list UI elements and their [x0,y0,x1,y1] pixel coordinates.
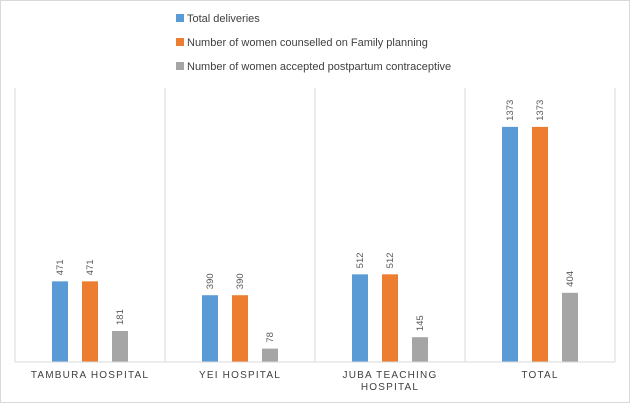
legend-label-1: Total deliveries [187,13,260,25]
bar-tambura-hospital-series-3 [112,331,128,362]
data-label-total-series-3: 404 [565,271,576,287]
x-tick-labels: TAMBURA HOSPITAL YEI HOSPITAL JUBA TEACHIN… [31,370,558,393]
data-label-tambura-hospital-series-3: 181 [115,309,126,325]
tick-label-line: TOTAL [521,370,558,381]
legend: Total deliveries Number of women counsell… [176,13,451,73]
data-label-total-series-2: 1373 [535,100,546,121]
tick-label-line: HOSPITAL [361,382,419,393]
bar-juba-teaching-hospital-series-1 [352,274,368,362]
data-label-juba-teaching-hospital-series-3: 145 [415,315,426,331]
bar-total-series-3 [562,292,578,362]
bar-yei-hospital-series-3 [262,348,278,362]
bar-tambura-hospital-series-2 [82,281,98,362]
tick-label-tambura-hospital: TAMBURA HOSPITAL [31,370,149,381]
tick-label-total: TOTAL [521,370,558,381]
tick-label-yei-hospital: YEI HOSPITAL [199,370,281,381]
bar-juba-teaching-hospital-series-3 [412,337,428,362]
data-labels: 471 471 181 390 390 78 512 512 145 1373 1373 404 [55,100,576,343]
bar-yei-hospital-series-2 [232,295,248,362]
data-label-yei-hospital-series-3: 78 [265,332,276,343]
bar-yei-hospital-series-1 [202,295,218,362]
tick-label-line: YEI HOSPITAL [199,370,281,381]
legend-swatch-3 [176,62,184,70]
legend-label-3: Number of women accepted postpartum cont… [187,61,451,73]
tick-label-line: JUBA TEACHING [343,370,438,381]
legend-swatch-1 [176,14,184,22]
data-label-yei-hospital-series-1: 390 [205,273,216,289]
data-label-juba-teaching-hospital-series-2: 512 [385,252,396,268]
data-label-total-series-1: 1373 [505,100,516,121]
data-label-tambura-hospital-series-2: 471 [85,259,96,275]
legend-label-2: Number of women counselled on Family pla… [187,37,428,49]
data-label-yei-hospital-series-2: 390 [235,273,246,289]
tick-label-juba-teaching-hospital: JUBA TEACHING HOSPITAL [343,370,438,393]
bar-juba-teaching-hospital-series-2 [382,274,398,362]
bars [52,126,578,362]
bar-total-series-1 [502,126,518,362]
bar-tambura-hospital-series-1 [52,281,68,362]
bar-total-series-2 [532,126,548,362]
tick-label-line: TAMBURA HOSPITAL [31,370,149,381]
legend-swatch-2 [176,38,184,46]
category-separators [14,88,616,362]
data-label-juba-teaching-hospital-series-1: 512 [355,252,366,268]
data-label-tambura-hospital-series-1: 471 [55,259,66,275]
